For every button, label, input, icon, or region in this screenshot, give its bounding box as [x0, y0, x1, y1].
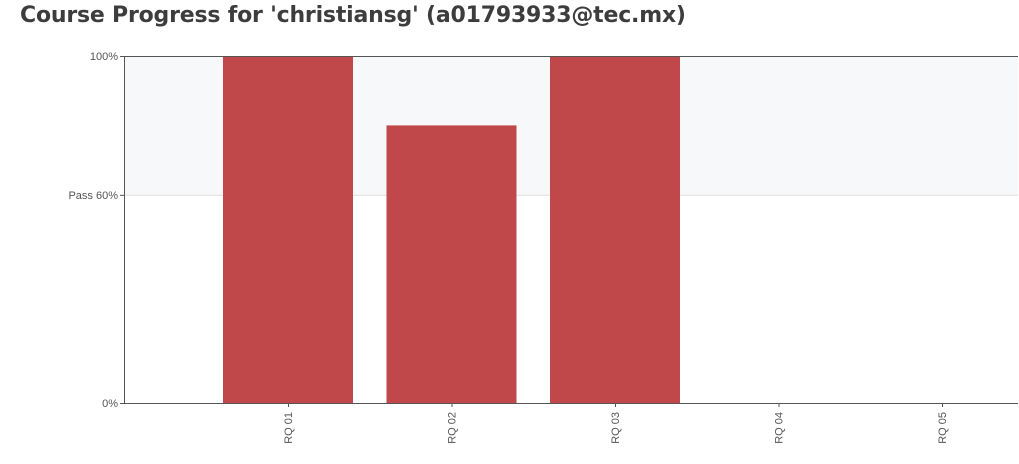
- x-ticks-group: RQ 01 RQ 02 RQ 03 RQ 04 RQ 05: [283, 403, 949, 444]
- bar-rq-03: [550, 56, 680, 403]
- y-tick-label: Pass 60%: [68, 190, 118, 202]
- y-tick-label: 100%: [90, 51, 118, 63]
- y-tick-label: 0%: [102, 398, 118, 410]
- x-tick-label: RQ 02: [447, 412, 459, 444]
- page-title: Course Progress for 'christiansg' (a0179…: [20, 3, 686, 28]
- x-tick-label: RQ 05: [937, 412, 949, 444]
- x-tick-label: RQ 01: [283, 412, 295, 444]
- y-ticks-group: 0% Pass 60% 100%: [68, 51, 124, 410]
- bar-rq-02: [386, 125, 517, 404]
- bars-group: [223, 56, 680, 404]
- bar-rq-01: [223, 56, 353, 403]
- x-tick-label: RQ 03: [610, 412, 622, 444]
- x-tick-label: RQ 04: [774, 412, 786, 444]
